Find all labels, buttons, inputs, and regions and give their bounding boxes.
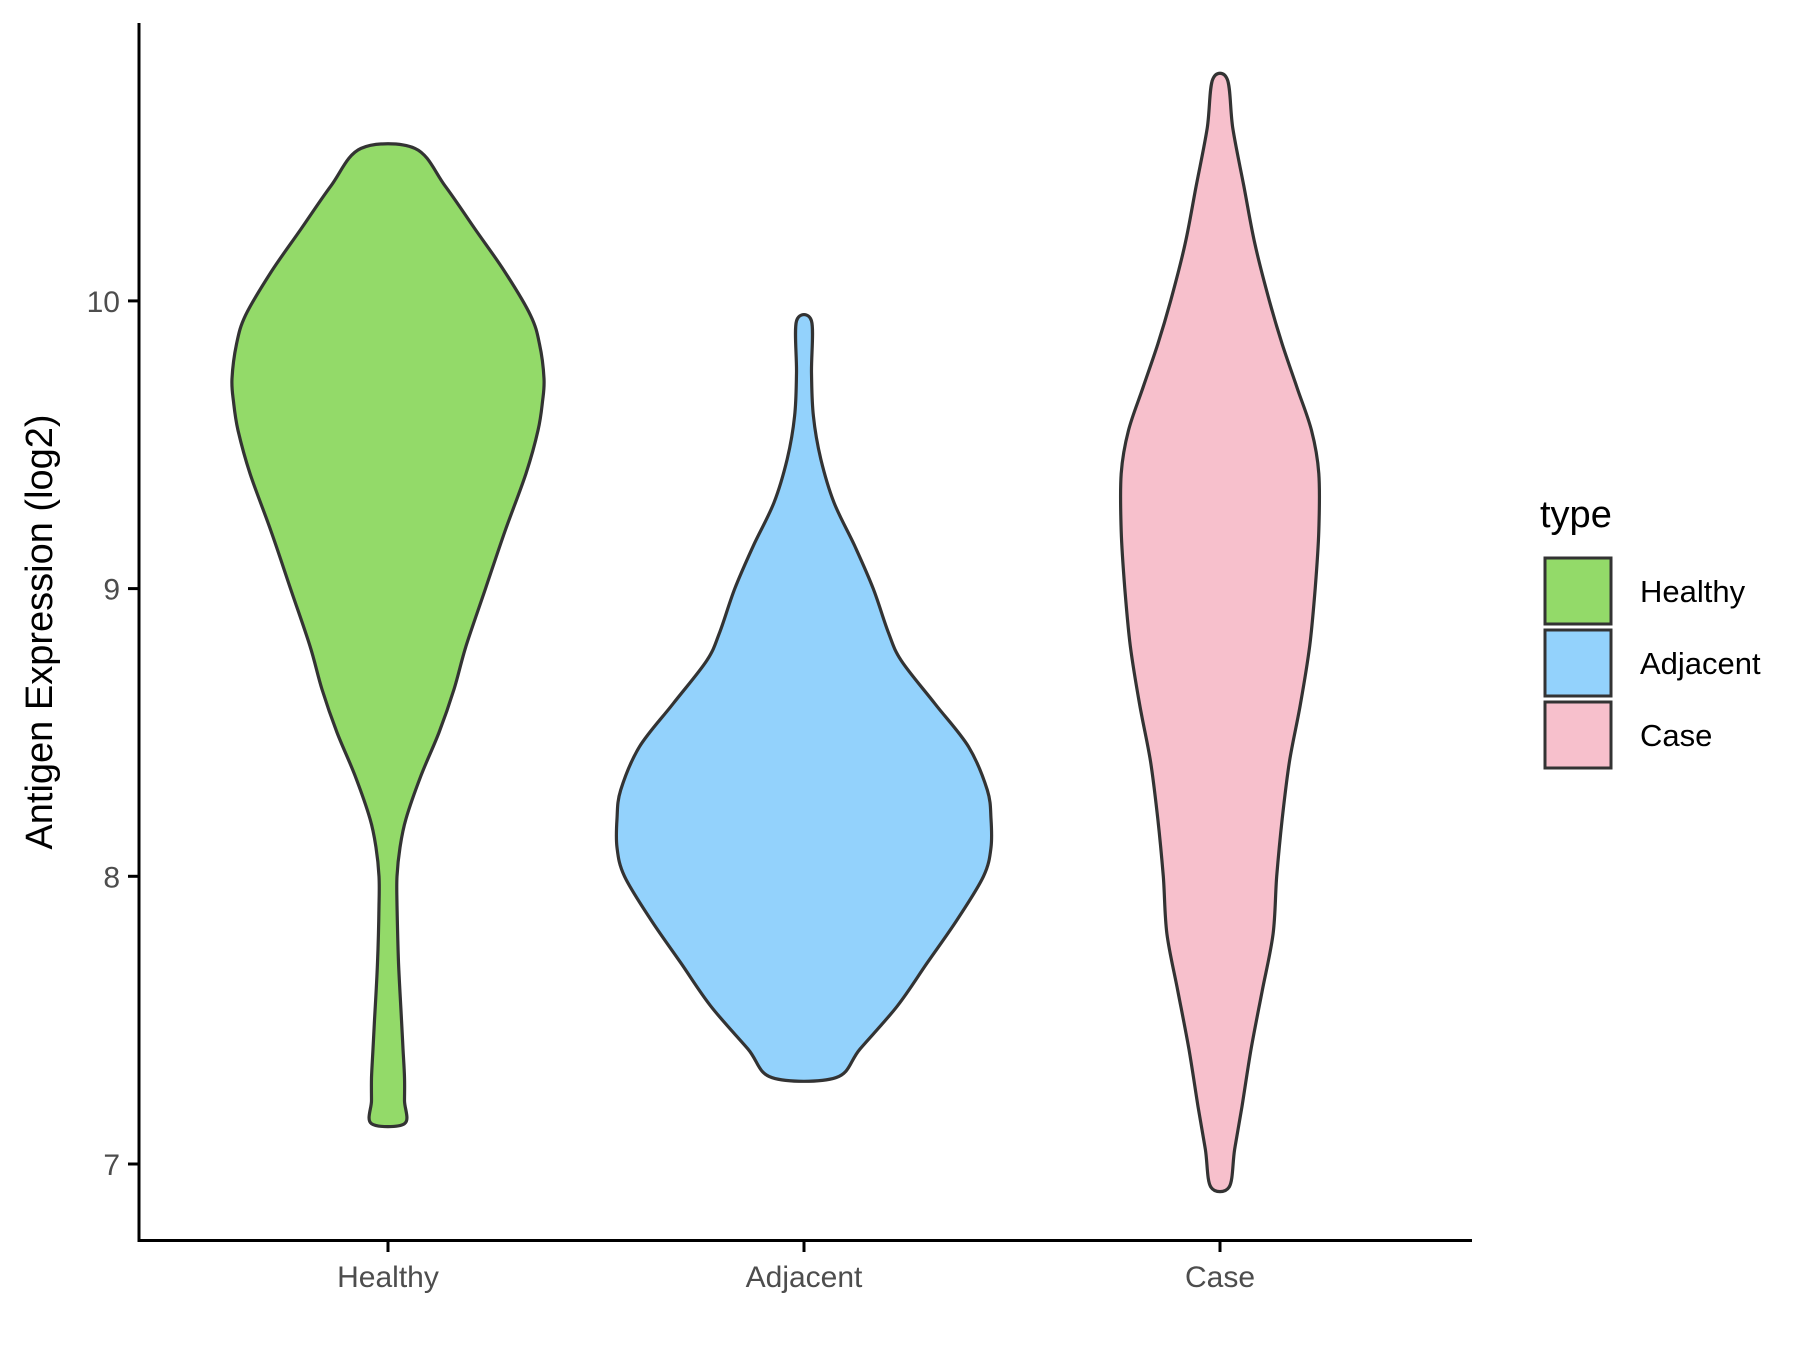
axes-layer — [137, 23, 1472, 1242]
violin-adjacent — [614, 312, 994, 1083]
y-tick-label: 10 — [87, 286, 120, 319]
x-tick-label: Healthy — [337, 1261, 439, 1294]
legend-key-healthy — [1543, 556, 1613, 626]
legend-title: type — [1540, 494, 1612, 536]
y-tick-label: 7 — [103, 1149, 120, 1182]
legend-key-case — [1543, 700, 1613, 770]
y-axis-title: Antigen Expression (log2) — [19, 414, 61, 849]
y-ticks: 7 8 9 10 — [87, 286, 139, 1182]
legend-items: Healthy Adjacent Case — [1543, 556, 1761, 770]
violin-case — [1118, 71, 1322, 1194]
violin-healthy — [230, 142, 546, 1129]
legend: type Healthy Adjacent Case — [1540, 494, 1761, 770]
legend-label-healthy: Healthy — [1640, 574, 1746, 609]
y-tick-label: 8 — [103, 861, 120, 894]
y-tick-label: 9 — [103, 574, 120, 607]
x-tick-label: Case — [1185, 1261, 1255, 1294]
x-ticks: Healthy Adjacent Case — [337, 1241, 1255, 1294]
legend-key-adjacent — [1543, 628, 1613, 698]
violins-layer — [230, 71, 1322, 1194]
legend-label-adjacent: Adjacent — [1640, 646, 1761, 681]
x-tick-label: Adjacent — [746, 1261, 863, 1294]
legend-label-case: Case — [1640, 718, 1712, 753]
